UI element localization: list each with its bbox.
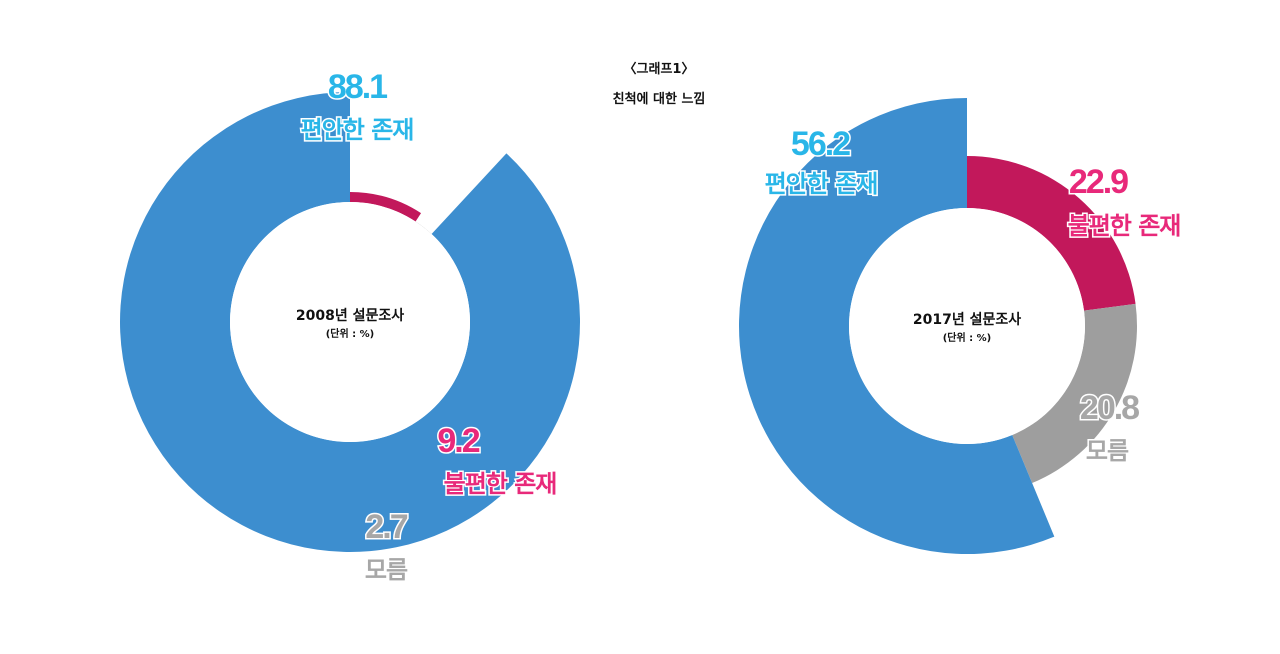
donut-hole	[849, 208, 1085, 444]
data-label-category: 모름	[365, 556, 408, 584]
donut-center-title: 2017년 설문조사	[913, 312, 1021, 328]
donut-slice	[119, 92, 581, 552]
data-label-category: 모름	[1086, 437, 1129, 465]
donut-slice	[1012, 303, 1137, 484]
donut-slice	[739, 98, 1055, 554]
donut-hole	[230, 202, 470, 442]
data-label-category: 편안한 존재	[301, 116, 414, 144]
data-label-value: 20.8	[1080, 389, 1139, 427]
data-label-value: 22.9	[1069, 163, 1128, 201]
data-label-value: 9.2	[437, 422, 479, 460]
chart-header-title: 친척에 대한 느낌	[613, 91, 706, 107]
data-label-value: 56.2	[791, 125, 850, 163]
donut-chart-1: 2008년 설문조사 (단위 : %) 9.2 불편한 존재 2.7 모름 88.1 편안한 …	[119, 67, 581, 586]
data-label-value: 88.1	[328, 68, 387, 106]
data-label-value: 2.7	[365, 508, 407, 546]
donut-chart-2: 2017년 설문조사 (단위 : %) 22.9 불편한 존재 20.8 모름 56.2 편안…	[739, 98, 1183, 554]
donut-center-unit: (단위 : %)	[326, 327, 375, 340]
donut-slice	[967, 156, 1136, 311]
donut-center-unit: (단위 : %)	[943, 331, 992, 344]
chart-header-label: 〈그래프1〉	[624, 61, 695, 77]
donut-slice	[350, 192, 422, 222]
donut-center-title: 2008년 설문조사	[296, 308, 404, 324]
data-label-category: 불편한 존재	[1068, 212, 1181, 240]
data-label-category: 불편한 존재	[444, 470, 557, 498]
data-label-category: 편안한 존재	[765, 170, 878, 198]
